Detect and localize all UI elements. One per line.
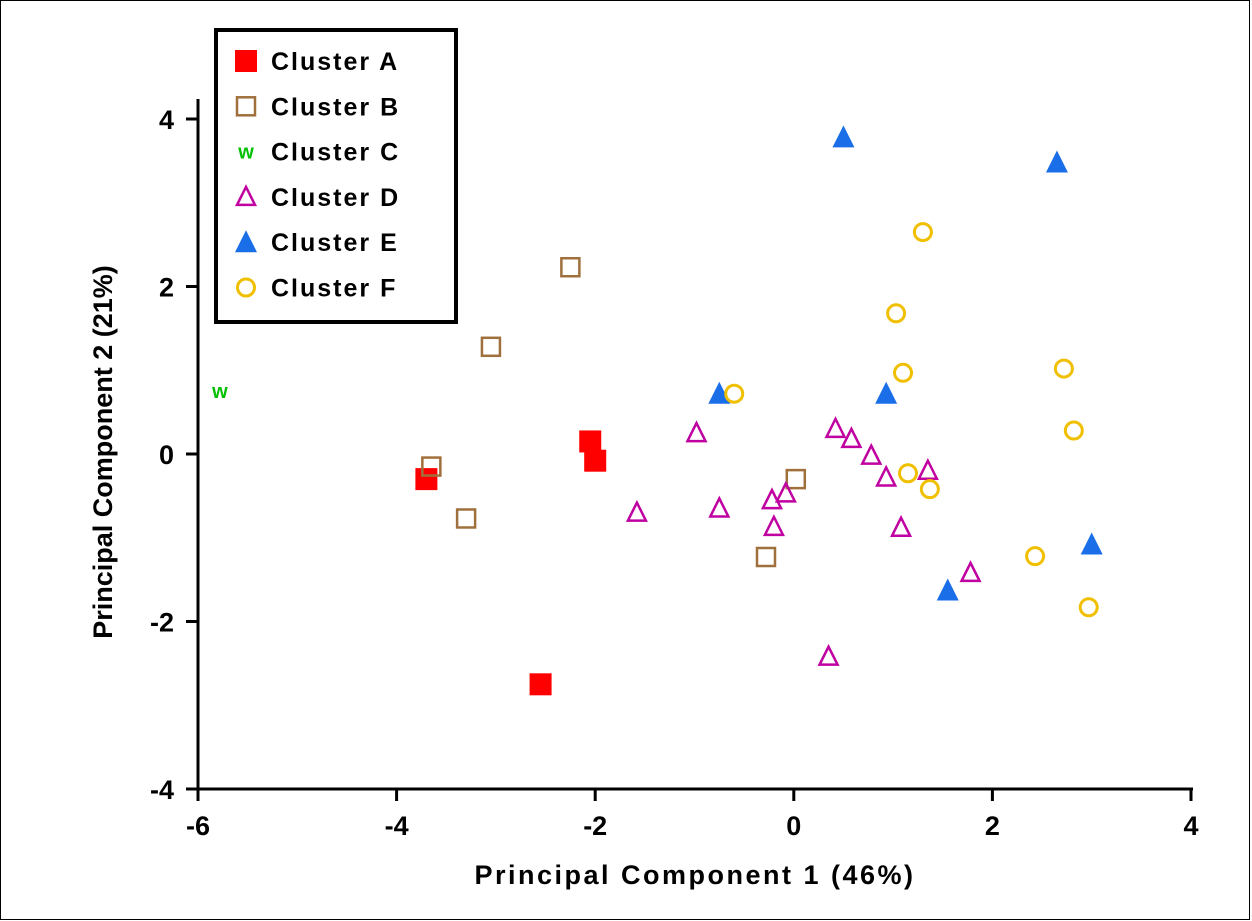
data-points: w (211, 125, 1103, 696)
legend-item: Cluster B (235, 93, 400, 121)
data-point (824, 416, 847, 439)
axes: -6 -4 -2 0 2 4 -4 -2 0 2 4 (150, 99, 1199, 841)
data-point (685, 420, 708, 443)
legend-marker (235, 50, 257, 72)
y-axis-label: Principal Component 2 (21%) (88, 265, 118, 639)
data-point (455, 508, 477, 529)
legend-marker (235, 230, 257, 253)
legend-item: Cluster F (236, 275, 397, 303)
data-point: w (211, 381, 228, 403)
x-tick-label: -2 (583, 811, 607, 841)
series-cluster-c: w (211, 381, 228, 403)
legend-item: Cluster A (235, 48, 399, 76)
data-point (897, 463, 918, 484)
data-point (560, 256, 581, 278)
y-tick-label: 0 (159, 440, 174, 470)
legend-label: Cluster B (271, 93, 400, 121)
x-tick-label: 0 (786, 811, 801, 841)
series-cluster-b (421, 256, 807, 568)
data-point (774, 480, 797, 503)
data-point (708, 495, 731, 518)
data-point (529, 673, 552, 696)
series-cluster-d (625, 416, 982, 666)
legend-marker (235, 96, 257, 117)
data-point (708, 381, 731, 404)
x-tick-label: -6 (186, 811, 210, 841)
legend-marker (236, 277, 256, 298)
data-point (625, 499, 648, 522)
data-point (1045, 150, 1068, 173)
legend-label: Cluster F (271, 275, 397, 303)
y-tick-label: -4 (150, 775, 174, 805)
x-axis-label: Principal Component 1 (46%) (474, 860, 915, 890)
data-point (817, 643, 840, 666)
data-point (875, 464, 898, 487)
data-point (724, 383, 745, 404)
data-point (584, 449, 607, 472)
data-point (875, 381, 898, 404)
y-tick-label: -2 (150, 608, 174, 638)
data-point (893, 362, 914, 383)
data-point (1063, 420, 1084, 441)
legend-box (214, 28, 458, 324)
data-point (840, 426, 863, 449)
data-point (579, 430, 602, 453)
x-tick-label: 2 (985, 811, 1000, 841)
data-point (959, 560, 982, 583)
data-point (421, 456, 442, 477)
data-point (832, 125, 855, 148)
legend-marker (234, 184, 258, 207)
legend: Cluster A Cluster B w Cluster C Cluster D Clu… (214, 28, 458, 324)
legend-label: Cluster C (271, 139, 400, 167)
data-point (886, 303, 907, 324)
y-tick-label: 2 (159, 273, 174, 303)
series-cluster-f (724, 222, 1099, 618)
legend-item: Cluster E (235, 229, 399, 257)
data-point (755, 546, 777, 568)
data-point (1053, 358, 1074, 379)
data-point (480, 336, 502, 358)
data-point (785, 468, 807, 490)
data-point (1080, 532, 1103, 555)
data-point (415, 468, 438, 491)
legend-item: Cluster D (234, 184, 400, 212)
legend-label: Cluster A (271, 48, 399, 76)
data-point (919, 479, 940, 500)
data-point (760, 487, 783, 510)
data-point (1025, 546, 1046, 567)
data-point (1078, 597, 1099, 618)
legend-item: w Cluster C (237, 139, 400, 167)
data-point (860, 442, 883, 465)
x-tick-label: -4 (385, 811, 409, 841)
legend-label: Cluster D (271, 184, 400, 212)
series-cluster-a (415, 430, 607, 696)
x-tick-label: 4 (1183, 811, 1198, 841)
data-point (916, 457, 939, 480)
legend-label: Cluster E (271, 229, 399, 257)
data-point (912, 222, 933, 243)
data-point (936, 578, 959, 601)
data-point (762, 514, 785, 537)
y-tick-label: 4 (159, 105, 174, 135)
data-point (890, 514, 913, 537)
series-cluster-e (708, 125, 1103, 601)
legend-marker: w (237, 142, 254, 164)
